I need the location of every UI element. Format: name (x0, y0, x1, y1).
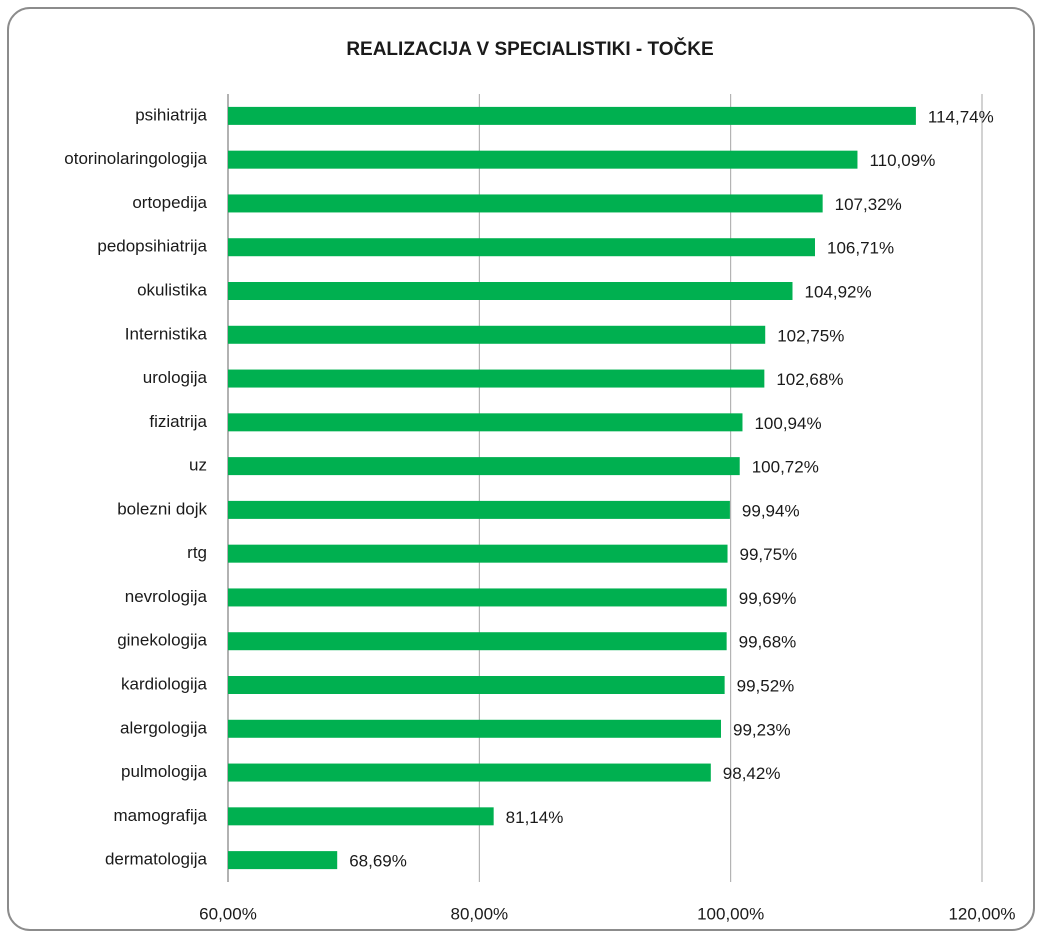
y-tick-label: bolezni dojk (117, 499, 207, 518)
data-label: 99,68% (739, 633, 797, 652)
data-label: 107,32% (835, 195, 902, 214)
bar (228, 194, 823, 213)
y-tick-label: psihiatrija (135, 105, 207, 124)
data-label: 99,23% (733, 720, 791, 739)
data-label: 81,14% (506, 808, 564, 827)
bar (228, 106, 916, 125)
data-label: 100,72% (752, 458, 819, 477)
bar (228, 413, 743, 432)
y-tick-label: nevrologija (125, 587, 208, 606)
data-label: 102,75% (777, 326, 844, 345)
data-label: 102,68% (776, 370, 843, 389)
y-tick-label: okulistika (137, 280, 207, 299)
y-tick-label: pulmologija (121, 762, 208, 781)
bar (228, 457, 740, 476)
y-tick-label: ortopedija (132, 193, 207, 212)
y-tick-label: urologija (143, 368, 208, 387)
bar (228, 807, 494, 826)
bar (228, 588, 727, 607)
y-tick-label: alergologija (120, 718, 207, 737)
bar (228, 851, 338, 870)
y-tick-label: dermatologija (105, 850, 208, 869)
y-tick-label: mamografija (113, 806, 207, 825)
data-label: 98,42% (723, 764, 781, 783)
data-label: 110,09% (869, 151, 935, 170)
data-label: 99,69% (739, 589, 797, 608)
data-label: 106,71% (827, 239, 894, 258)
y-tick-label: fiziatrija (149, 412, 207, 431)
data-label: 99,52% (737, 676, 795, 695)
data-label: 68,69% (349, 852, 407, 871)
x-tick-label: 100,00% (697, 904, 764, 923)
data-label: 100,94% (754, 414, 821, 433)
bar (228, 325, 766, 344)
bar (228, 632, 727, 651)
y-tick-label: otorinolaringologija (64, 149, 207, 168)
data-label: 114,74% (928, 107, 994, 126)
bar (228, 500, 730, 519)
bar (228, 238, 815, 257)
bar (228, 763, 711, 782)
data-label: 104,92% (804, 282, 871, 301)
bar (228, 369, 765, 388)
data-label: 99,75% (740, 545, 798, 564)
y-tick-label: kardiologija (121, 674, 208, 693)
x-tick-label: 120,00% (948, 904, 1015, 923)
y-tick-label: pedopsihiatrija (97, 237, 207, 256)
y-tick-label: Internistika (125, 324, 208, 343)
bar (228, 544, 728, 563)
y-tick-label: rtg (187, 543, 207, 562)
bar (228, 150, 858, 169)
bar (228, 676, 725, 694)
data-label: 99,94% (742, 501, 800, 520)
bar (228, 282, 793, 300)
x-tick-label: 80,00% (450, 904, 508, 923)
y-tick-label: uz (189, 456, 207, 475)
x-tick-label: 60,00% (199, 904, 257, 923)
y-tick-label: ginekologija (117, 631, 207, 650)
chart-title: REALIZACIJA V SPECIALISTIKI - TOČKE (346, 38, 713, 60)
bar (228, 719, 721, 738)
